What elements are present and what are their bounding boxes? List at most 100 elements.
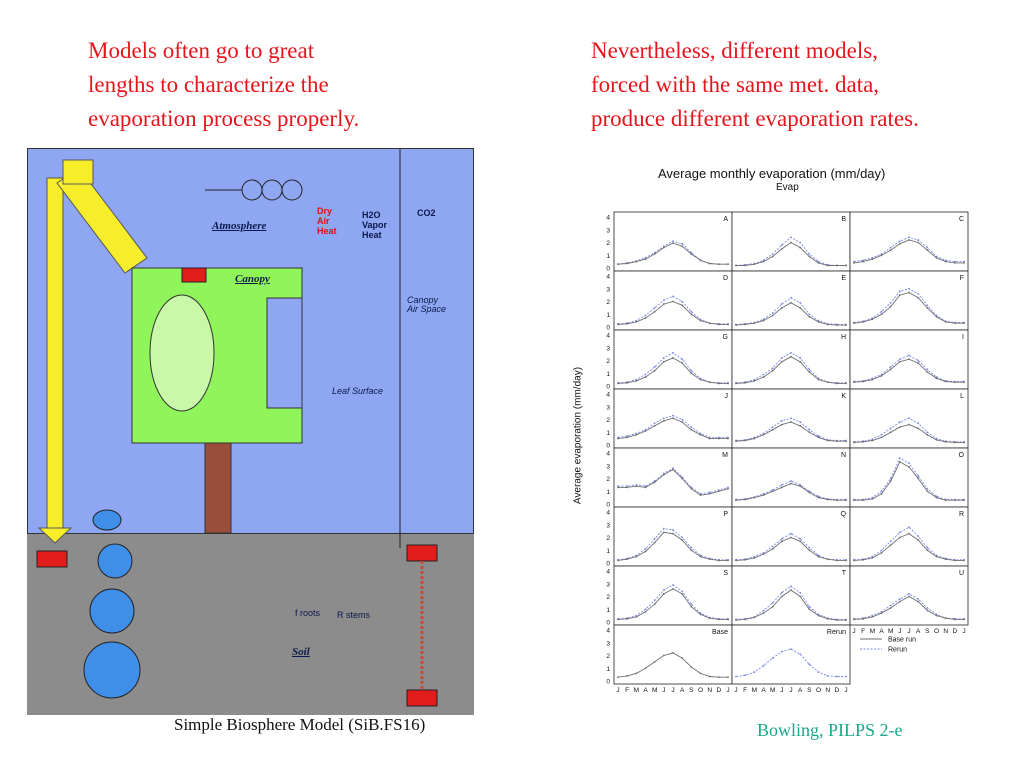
y-tick-label: 1 — [606, 607, 610, 614]
base-point — [944, 321, 947, 323]
rerun-point — [926, 546, 929, 549]
base-point — [744, 381, 747, 384]
panel-label: B — [841, 216, 846, 223]
panel-label: M — [722, 452, 728, 459]
base-point — [871, 378, 874, 381]
base-point — [771, 490, 774, 493]
base-point — [708, 322, 711, 325]
y-tick-label: 0 — [606, 384, 610, 391]
base-point — [626, 381, 629, 384]
base-point — [780, 540, 783, 543]
base-point — [690, 487, 693, 490]
rerun-point — [799, 483, 802, 486]
rerun-point — [853, 260, 855, 263]
base-point — [681, 362, 684, 364]
base-point — [780, 306, 783, 309]
legend-entry: Rerun — [888, 647, 907, 654]
rerun-point — [780, 483, 783, 486]
y-tick-label: 0 — [606, 443, 610, 450]
rerun-point — [681, 358, 684, 361]
base-point — [717, 618, 720, 621]
base-point — [780, 360, 783, 363]
base-point — [672, 587, 674, 590]
rerun-point — [690, 603, 693, 606]
base-point — [953, 441, 956, 444]
base-point — [644, 667, 647, 670]
y-tick-label: 3 — [606, 404, 610, 411]
rerun-point — [917, 359, 920, 362]
base-point — [662, 654, 665, 657]
x-tick-label: S — [689, 687, 694, 694]
rerun-point — [898, 240, 901, 243]
base-point — [617, 437, 619, 440]
base-point — [681, 657, 684, 659]
rerun-point — [672, 351, 674, 354]
rerun-point — [908, 462, 910, 465]
base-point — [617, 676, 619, 679]
rerun-point — [799, 537, 802, 540]
rerun-point — [653, 365, 656, 368]
base-point — [790, 241, 792, 244]
x-tick-label: J — [907, 628, 910, 635]
base-point — [744, 618, 747, 621]
rerun-point — [871, 256, 874, 259]
base-point — [790, 301, 792, 304]
base-point — [662, 531, 665, 534]
base-point — [845, 382, 847, 385]
rerun-point — [644, 314, 647, 317]
y-tick-label: 2 — [606, 358, 610, 365]
base-point — [762, 612, 765, 614]
vapor-heat-label: H2O Vapor Heat — [362, 210, 388, 240]
panel-label: T — [842, 570, 847, 577]
y-tick-label: 1 — [606, 430, 610, 437]
base-point — [672, 417, 674, 420]
rerun-point — [635, 319, 638, 322]
base-point — [808, 491, 811, 494]
base-point — [917, 427, 920, 430]
rerun-point — [644, 485, 647, 488]
panel-frame — [731, 211, 851, 272]
base-point — [662, 246, 665, 249]
rerun-point — [817, 671, 820, 673]
rerun-point — [771, 657, 774, 659]
base-point — [926, 609, 929, 612]
y-tick-label: 3 — [606, 345, 610, 352]
base-point — [871, 557, 874, 559]
base-point — [935, 256, 938, 259]
x-tick-label: J — [734, 687, 737, 694]
base-point — [626, 262, 629, 265]
base-point — [708, 262, 711, 265]
base-point — [917, 600, 920, 603]
y-tick-label: 1 — [606, 371, 610, 378]
base-point — [699, 433, 702, 436]
base-point — [845, 619, 847, 621]
panel-frame — [731, 565, 851, 626]
rerun-point — [771, 489, 774, 491]
base-point — [871, 498, 874, 500]
y-tick-label: 3 — [606, 581, 610, 588]
rerun-point — [635, 483, 638, 486]
base-point — [735, 559, 737, 562]
x-tick-label: A — [916, 628, 921, 635]
base-point — [799, 246, 802, 249]
base-point — [617, 486, 619, 489]
base-point — [799, 595, 802, 598]
rerun-point — [908, 417, 910, 420]
rerun-point — [808, 313, 811, 316]
rerun-point — [908, 593, 910, 595]
y-tick-label: 2 — [606, 299, 610, 306]
base-point — [871, 439, 874, 442]
y-tick-label: 1 — [606, 666, 610, 673]
rerun-point — [708, 436, 711, 439]
panel-frame — [613, 506, 733, 567]
base-point — [644, 430, 647, 432]
rerun-point — [817, 495, 820, 498]
x-tick-label: D — [834, 687, 839, 694]
base-point — [762, 319, 765, 322]
x-tick-label: F — [625, 687, 629, 694]
rerun-point — [790, 532, 792, 535]
rerun-point — [862, 259, 865, 262]
panel-label: D — [723, 275, 728, 282]
rerun-point — [653, 537, 656, 540]
